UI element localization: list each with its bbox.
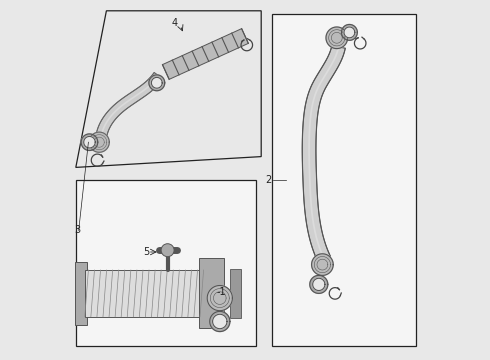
Polygon shape [84, 136, 95, 148]
Polygon shape [151, 77, 162, 88]
Polygon shape [210, 311, 230, 332]
FancyBboxPatch shape [76, 180, 256, 346]
Polygon shape [149, 75, 165, 91]
Polygon shape [96, 72, 163, 139]
Polygon shape [312, 254, 333, 275]
Polygon shape [89, 132, 109, 152]
Polygon shape [163, 29, 248, 79]
Polygon shape [207, 285, 232, 311]
Text: 5: 5 [144, 247, 149, 257]
Text: 4: 4 [172, 18, 178, 28]
Polygon shape [313, 278, 325, 291]
FancyBboxPatch shape [75, 262, 87, 325]
Text: -1: -1 [216, 287, 226, 297]
FancyBboxPatch shape [272, 14, 416, 346]
Polygon shape [326, 27, 347, 49]
Text: 2: 2 [266, 175, 272, 185]
Text: 3: 3 [74, 225, 80, 235]
FancyBboxPatch shape [230, 269, 242, 318]
FancyBboxPatch shape [85, 270, 200, 317]
Polygon shape [310, 275, 328, 293]
Circle shape [161, 244, 174, 257]
Polygon shape [302, 45, 345, 262]
Polygon shape [342, 24, 357, 40]
Polygon shape [76, 11, 261, 167]
Polygon shape [213, 314, 227, 329]
FancyBboxPatch shape [199, 258, 224, 328]
Polygon shape [344, 27, 355, 38]
Polygon shape [81, 134, 98, 150]
